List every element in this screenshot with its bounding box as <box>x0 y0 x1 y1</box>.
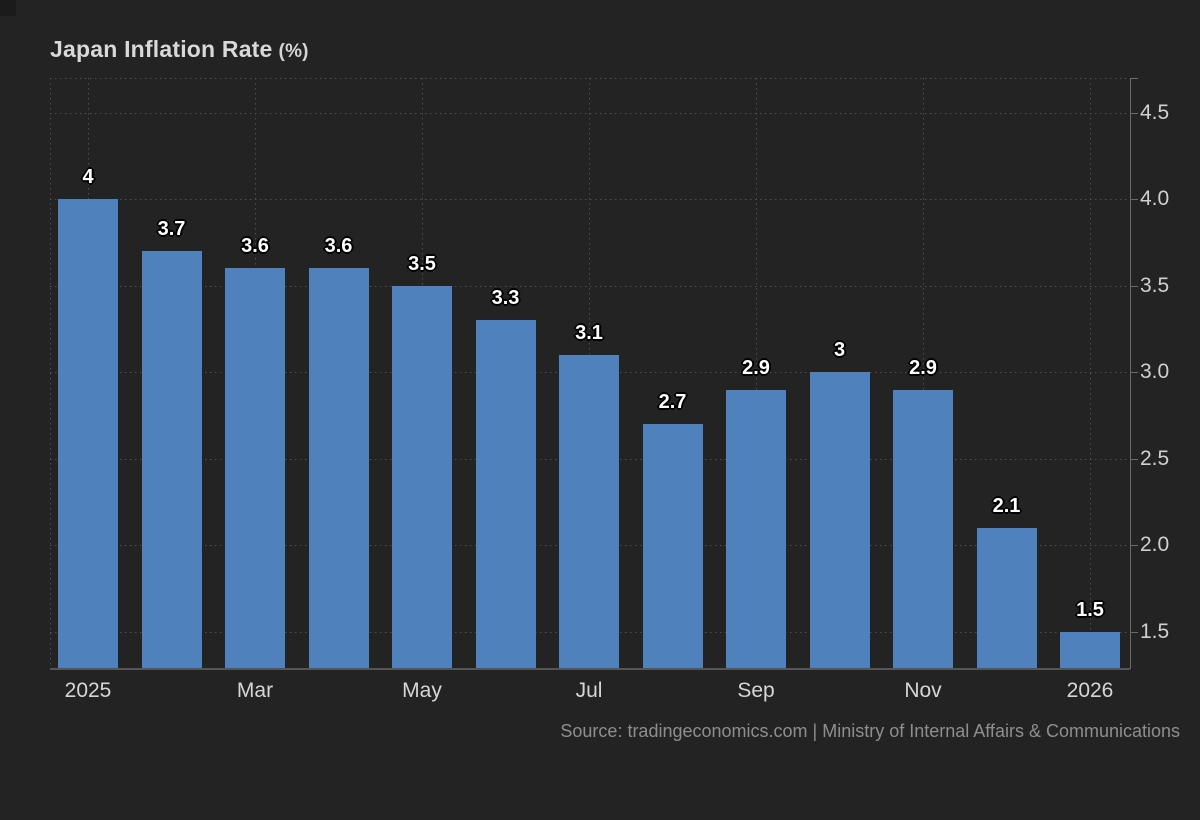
gridline-v <box>1090 78 1091 669</box>
bar[interactable] <box>58 199 118 669</box>
bar[interactable] <box>726 389 786 669</box>
bar[interactable] <box>141 251 202 669</box>
bar-value-label: 1.5 <box>1076 598 1104 621</box>
y-axis-tick-label: 4.5 <box>1140 100 1170 124</box>
bar[interactable] <box>642 424 703 669</box>
bar-value-label: 4 <box>82 166 94 189</box>
corner-mark <box>0 0 16 16</box>
gridline-h <box>50 112 1130 114</box>
gridline-v <box>756 78 757 669</box>
y-axis-tick-label: 1.5 <box>1140 619 1170 643</box>
y-axis-tick-label: 4.0 <box>1140 187 1170 211</box>
bar-value-label: 2.1 <box>992 494 1021 517</box>
y-axis-tick <box>1130 78 1138 79</box>
plot-border-left <box>50 78 51 669</box>
y-axis-tick <box>1130 545 1138 547</box>
bar[interactable] <box>225 268 285 669</box>
bar-value-label: 3.6 <box>324 235 353 258</box>
x-axis-tick-label: 2025 <box>64 679 112 702</box>
y-axis-tick <box>1130 372 1138 374</box>
y-axis-tick-label: 3.5 <box>1140 273 1170 297</box>
bar-value-label: 2.9 <box>909 356 937 379</box>
bar[interactable] <box>475 320 536 669</box>
y-axis-tick-label: 2.0 <box>1140 533 1170 557</box>
bar-value-label: 3.1 <box>575 321 603 344</box>
x-axis-tick-label: Mar <box>236 679 274 702</box>
bar[interactable] <box>976 527 1037 669</box>
x-axis-tick-label: Nov <box>904 679 942 702</box>
gridline-h <box>50 199 1130 201</box>
x-axis-tick-label: Sep <box>737 679 775 702</box>
bar[interactable] <box>559 354 619 669</box>
gridline-v <box>923 78 924 669</box>
x-axis-line <box>50 668 1130 670</box>
bar-value-label: 2.7 <box>658 391 687 414</box>
bar-value-label: 3.7 <box>157 218 186 241</box>
y-axis-tick <box>1130 458 1138 460</box>
y-axis-tick <box>1130 199 1138 201</box>
x-axis-tick-label: May <box>402 679 442 702</box>
x-axis-tick-label: Jul <box>575 679 603 702</box>
chart-title-unit: (%) <box>278 41 309 62</box>
bar-value-label: 3 <box>833 339 846 362</box>
y-axis-tick <box>1130 631 1138 633</box>
x-axis-tick-label: 2026 <box>1066 679 1114 702</box>
bar[interactable] <box>809 372 870 669</box>
y-axis-tick <box>1130 285 1138 287</box>
chart-title: Japan Inflation Rate (%) <box>50 36 309 63</box>
bar[interactable] <box>1060 631 1120 669</box>
bar-value-label: 3.5 <box>408 252 436 275</box>
source-credit: Source: tradingeconomics.com | Ministry … <box>560 721 1180 741</box>
bar[interactable] <box>308 268 369 669</box>
bar-value-label: 3.3 <box>491 287 520 310</box>
chart-title-text: Japan Inflation Rate <box>50 36 273 62</box>
bar-value-label: 2.9 <box>742 356 770 379</box>
bar-value-label: 3.6 <box>241 235 269 258</box>
y-axis-line <box>1130 78 1131 669</box>
plot-border-top <box>50 78 1130 79</box>
gridline-h <box>50 285 1130 287</box>
y-axis-tick <box>1130 112 1138 114</box>
bar[interactable] <box>893 389 953 669</box>
y-axis-tick-label: 3.0 <box>1140 360 1170 384</box>
y-axis-tick-label: 2.5 <box>1140 446 1170 470</box>
bar[interactable] <box>392 285 452 669</box>
